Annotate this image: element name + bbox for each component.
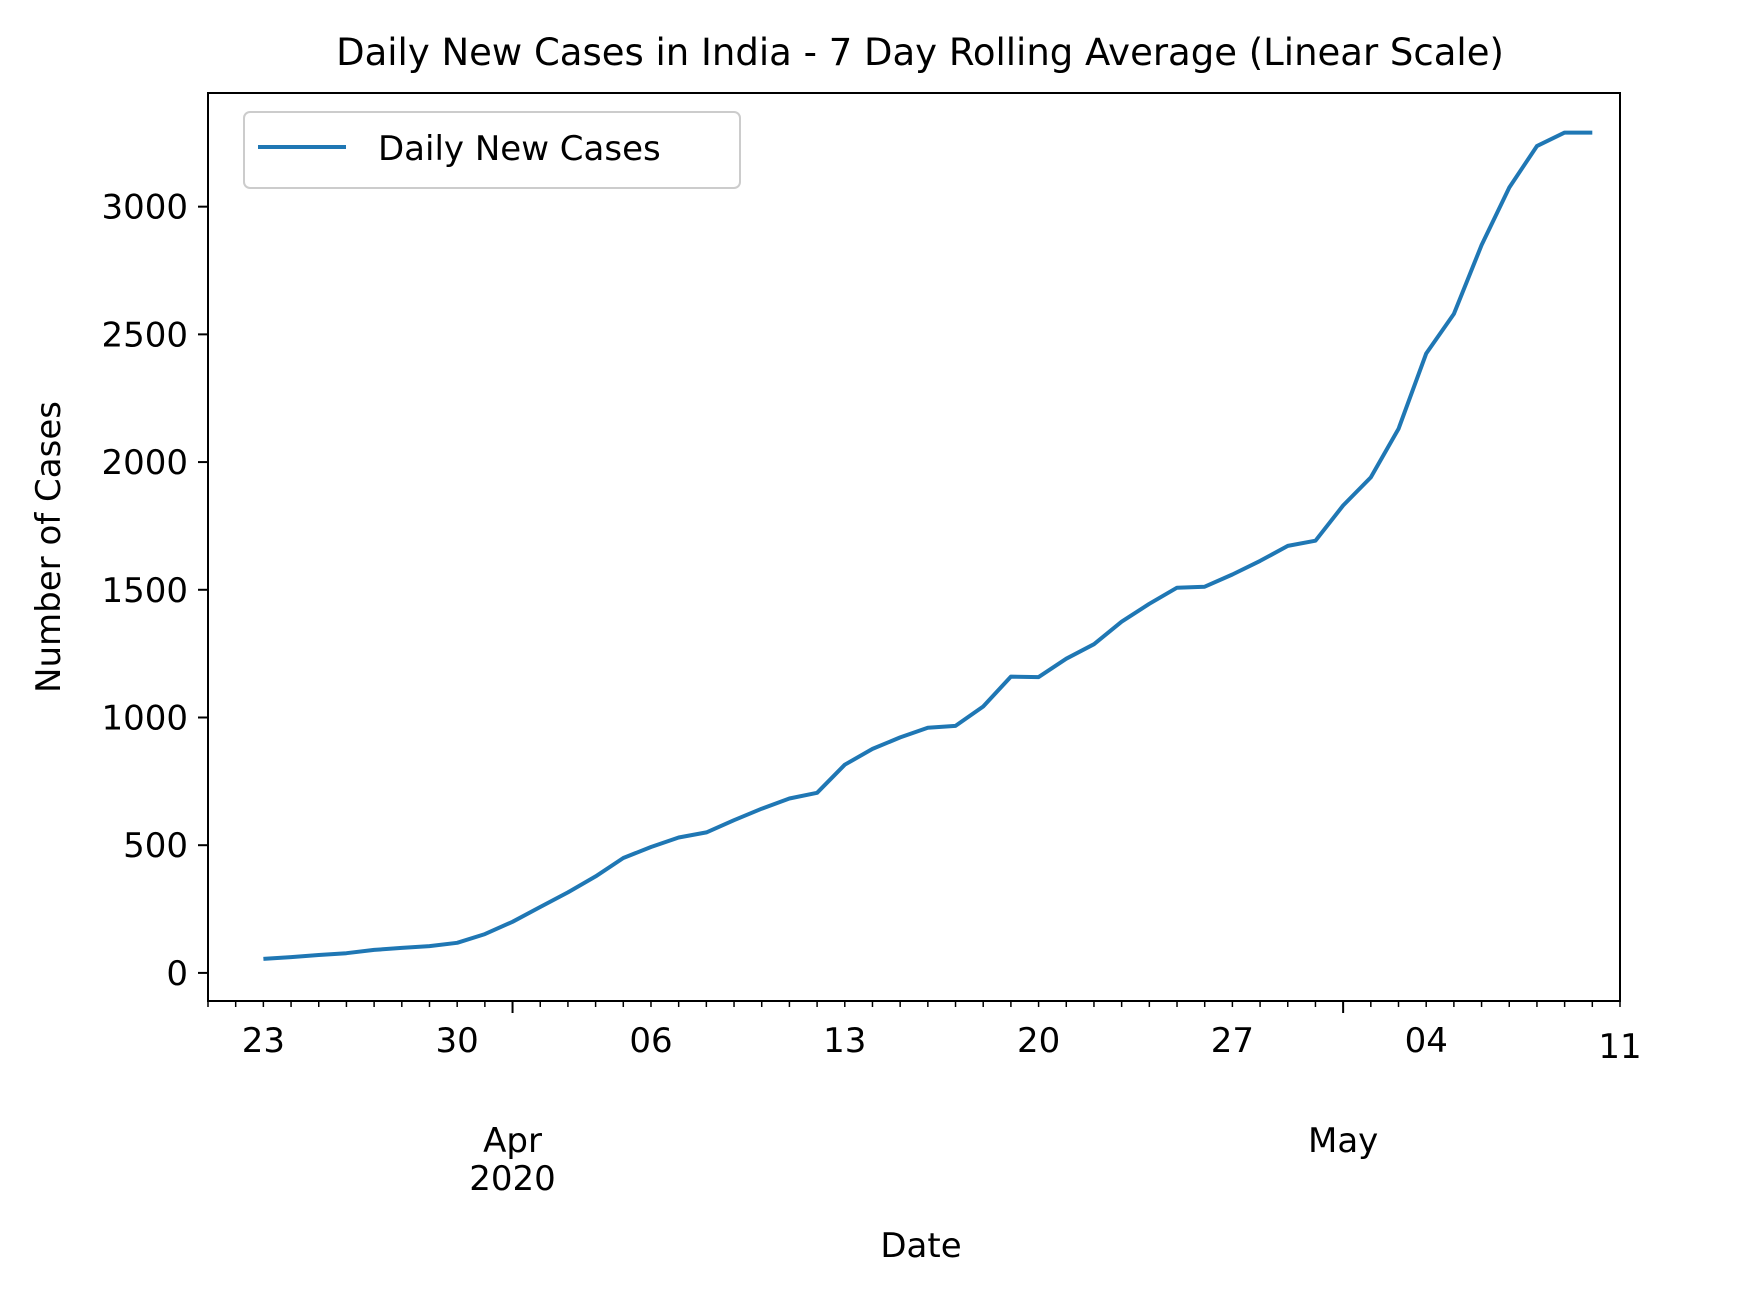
y-tick-label: 0 bbox=[166, 954, 188, 994]
x-tick-label: 11 bbox=[1598, 1027, 1641, 1067]
x-month-label: May bbox=[1308, 1121, 1378, 1161]
x-tick-label: 06 bbox=[629, 1021, 672, 1061]
series-line bbox=[263, 130, 1593, 961]
plot-area-frame bbox=[207, 92, 1621, 1002]
x-year-label: 2020 bbox=[469, 1159, 556, 1199]
y-tick-label: 500 bbox=[123, 826, 188, 866]
legend: Daily New Cases bbox=[243, 111, 741, 189]
legend-label: Daily New Cases bbox=[378, 129, 661, 169]
x-axis-label: Date bbox=[880, 1226, 961, 1266]
y-tick-label: 1000 bbox=[101, 698, 188, 738]
marks-layer bbox=[263, 130, 1593, 961]
x-tick-label: 30 bbox=[436, 1021, 479, 1061]
x-tick-label: 13 bbox=[823, 1021, 866, 1061]
y-tick-label: 2500 bbox=[101, 315, 188, 355]
y-tick-label: 2000 bbox=[101, 443, 188, 483]
axes-layer: 0 500 1000 1500 2000 2500 3000 23 30 06 13 20 27 04 11… bbox=[101, 188, 1641, 1199]
chart-title: Daily New Cases in India - 7 Day Rolling… bbox=[336, 31, 1504, 74]
x-tick-label: 20 bbox=[1017, 1021, 1060, 1061]
x-month-label: Apr bbox=[483, 1121, 542, 1161]
y-tick-label: 1500 bbox=[101, 571, 188, 611]
legend-box bbox=[243, 111, 741, 189]
y-tick-label: 3000 bbox=[101, 188, 188, 228]
x-tick-label: 27 bbox=[1211, 1021, 1254, 1061]
x-tick-label: 23 bbox=[242, 1021, 285, 1061]
y-axis-label: Number of Cases bbox=[29, 401, 69, 693]
x-tick-label: 04 bbox=[1405, 1021, 1448, 1061]
